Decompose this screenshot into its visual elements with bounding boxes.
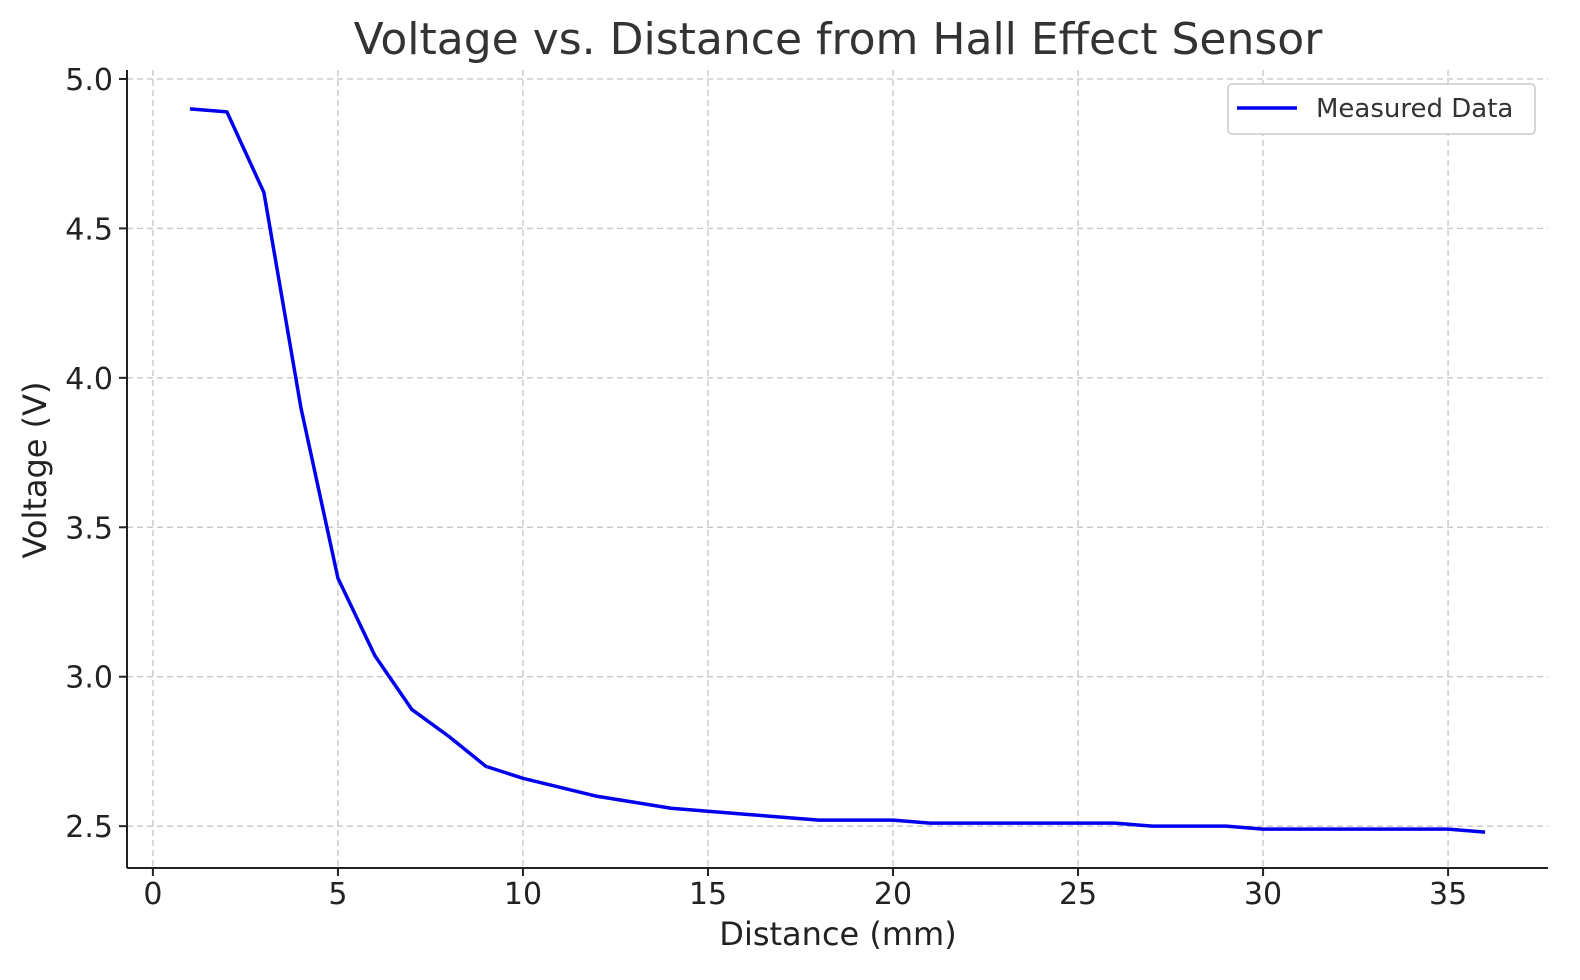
y-tick-label: 5.0 bbox=[65, 63, 113, 98]
legend: Measured Data bbox=[1227, 83, 1536, 135]
x-tick-label: 25 bbox=[1059, 877, 1097, 912]
grid bbox=[127, 70, 1548, 868]
chart-title: Voltage vs. Distance from Hall Effect Se… bbox=[354, 14, 1324, 65]
legend-box bbox=[1227, 83, 1536, 135]
x-tick-label: 35 bbox=[1429, 877, 1467, 912]
y-axis-ticks: 2.5 3.0 3.5 4.0 4.5 5.0 bbox=[65, 63, 127, 845]
axes bbox=[126, 70, 1548, 869]
x-tick-label: 15 bbox=[689, 877, 727, 912]
y-tick-label: 4.5 bbox=[65, 212, 113, 247]
y-tick-label: 2.5 bbox=[65, 810, 113, 845]
x-tick-label: 10 bbox=[504, 877, 542, 912]
y-tick-label: 3.0 bbox=[65, 661, 113, 696]
x-tick-label: 30 bbox=[1244, 877, 1282, 912]
x-axis-ticks: 0 5 10 15 20 25 30 35 bbox=[143, 868, 1467, 912]
y-axis-label: Voltage (V) bbox=[16, 381, 54, 558]
y-tick-label: 3.5 bbox=[65, 511, 113, 546]
series-line-measured-data bbox=[189, 107, 1486, 834]
x-axis-label: Distance (mm) bbox=[719, 915, 956, 953]
series-layer bbox=[189, 107, 1486, 834]
x-tick-label: 5 bbox=[328, 877, 347, 912]
x-tick-label: 20 bbox=[874, 877, 912, 912]
y-tick-label: 4.0 bbox=[65, 362, 113, 397]
legend-label: Measured Data bbox=[1316, 94, 1513, 124]
x-tick-label: 0 bbox=[143, 877, 162, 912]
